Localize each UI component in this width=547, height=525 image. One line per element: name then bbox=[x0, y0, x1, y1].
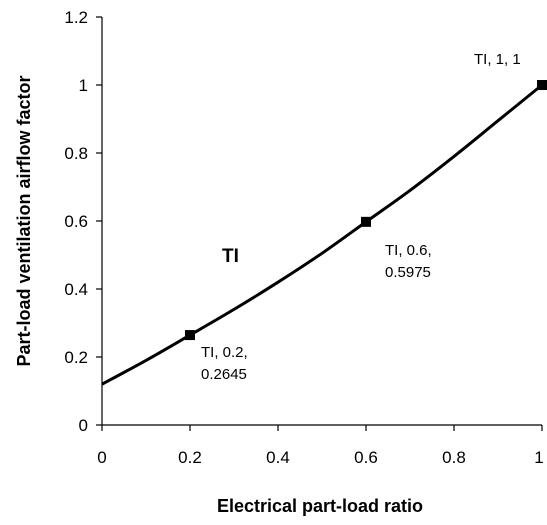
y-tick-label: 0.4 bbox=[64, 280, 88, 299]
data-point-label: 0.2645 bbox=[201, 366, 247, 383]
data-point-labels: TI, 0.2, 0.2645 TI, 0.6, 0.5975 TI, 1, 1 bbox=[196, 45, 535, 389]
y-tick-label: 1.2 bbox=[64, 8, 88, 27]
x-tick-label: 0.6 bbox=[354, 448, 378, 467]
series-line-TI bbox=[101, 83, 543, 386]
data-label-background bbox=[380, 235, 450, 286]
data-point-label: TI, 0.2, bbox=[201, 344, 248, 361]
y-tick-label: 0.8 bbox=[64, 144, 88, 163]
data-point-label: TI, 0.6, bbox=[385, 242, 432, 259]
x-tick-label: 0 bbox=[97, 448, 106, 467]
data-point-markers bbox=[185, 80, 547, 341]
y-axis-ticks: 0 0.2 0.4 0.6 0.8 1 1.2 bbox=[64, 8, 102, 435]
y-tick-label: 0.6 bbox=[64, 212, 88, 231]
data-point-marker bbox=[537, 80, 547, 90]
data-point-label: 0.5975 bbox=[385, 264, 431, 281]
data-point-label: TI, 1, 1 bbox=[474, 51, 521, 68]
x-axis-ticks: 0 0.2 0.4 0.6 0.8 1 bbox=[97, 425, 544, 467]
x-tick-label: 1 bbox=[534, 448, 543, 467]
x-tick-label: 0.8 bbox=[442, 448, 466, 467]
x-tick-label: 0.2 bbox=[178, 448, 202, 467]
x-axis-title: Electrical part-load ratio bbox=[217, 496, 423, 516]
data-point-marker bbox=[185, 330, 195, 341]
data-point-marker bbox=[361, 216, 371, 227]
y-tick-label: 0.2 bbox=[64, 348, 88, 367]
y-tick-label: 1 bbox=[79, 76, 88, 95]
data-label-background bbox=[469, 45, 535, 73]
y-axis-title: Part-load ventilation airflow factor bbox=[14, 75, 34, 366]
series-label: TI bbox=[222, 246, 239, 267]
y-tick-label: 0 bbox=[79, 416, 88, 435]
data-label-background bbox=[196, 338, 266, 389]
x-tick-label: 0.4 bbox=[266, 448, 290, 467]
